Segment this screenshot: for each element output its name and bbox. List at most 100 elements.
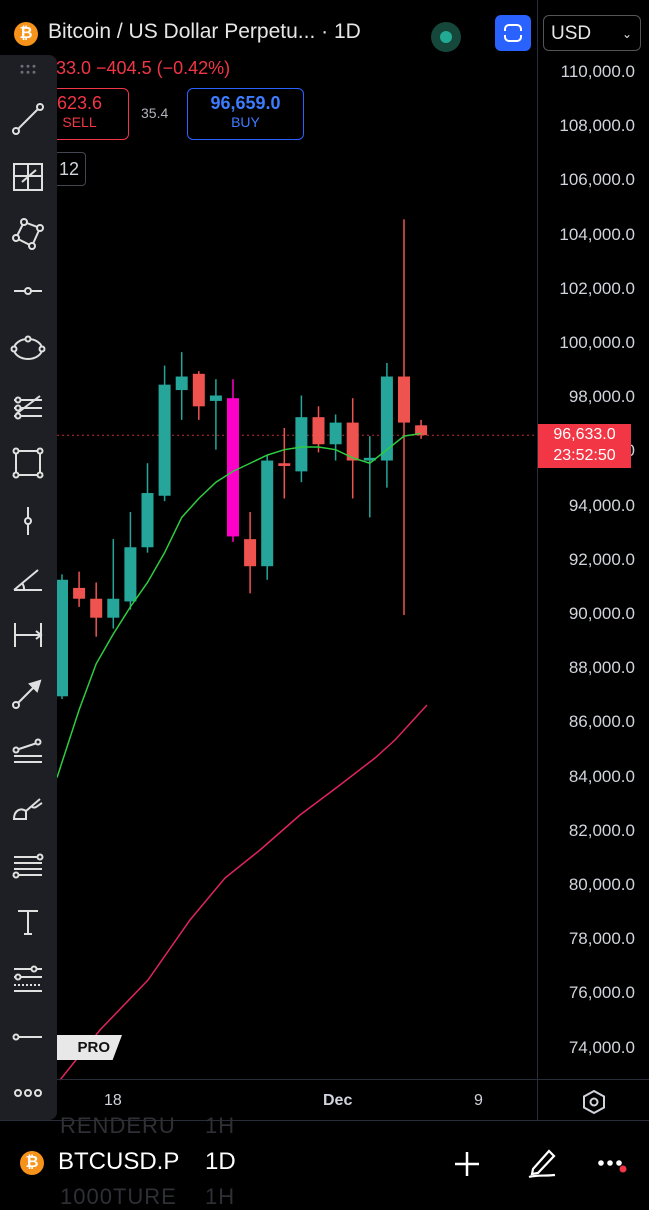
price-axis-label: 98,000.0 [568,387,635,407]
time-axis-divider [0,1079,649,1080]
price-axis-label: 106,000.0 [559,170,635,190]
candle-body [261,460,274,567]
price-axis-label: 88,000.0 [568,658,635,678]
sell-price: 623.6 [56,93,103,113]
candle-body [295,417,308,472]
countdown-tag: 23:52:50 [538,446,631,468]
market-status-icon[interactable] [431,22,461,52]
price-axis-label: 82,000.0 [568,820,635,840]
price-axis-label: 110,000.0 [560,62,635,81]
btc-logo-icon: ₿ [20,1151,44,1175]
background-symbol-2: 1000TURE [60,1184,177,1209]
candle-body [107,598,120,618]
candle-body [141,493,154,548]
btc-logo-icon: ₿ [14,22,38,46]
candle-body [278,463,291,466]
rectangle-icon[interactable] [4,439,52,487]
more-options-button[interactable] [597,1155,631,1180]
brush-icon[interactable] [4,783,52,831]
candle-body [175,376,188,391]
bottom-bar: RENDERU 1H 1000TURE 1H ₿ BTCUSD.P 1D [0,1113,649,1209]
price-axis-label: 80,000.0 [568,875,635,894]
candle-body [415,425,428,436]
pitchfork-icon[interactable] [4,382,52,430]
time-label-9: 9 [474,1092,483,1109]
background-symbol-1: RENDERU [60,1113,176,1138]
buy-price: 96,659.0 [210,93,281,113]
fan-icon[interactable] [4,726,52,774]
candles-layer [56,219,537,700]
moving-averages [56,432,428,1081]
draw-button[interactable] [525,1145,559,1184]
price-axis-label: 108,000.0 [559,116,635,136]
price-axis-label: 94,000.0 [568,495,635,515]
candle-body [398,376,410,423]
date-range-icon[interactable] [4,611,52,659]
interval-selector[interactable]: 1D [205,1148,236,1175]
price-axis-label: 100,000.0 [559,333,635,352]
spread-value: 35.4 [141,105,169,121]
angle-icon[interactable] [4,554,52,602]
chart-settings-button[interactable] [580,1088,608,1121]
parallel-lines-icon[interactable] [4,841,52,889]
candle-body [209,395,222,401]
sell-label: SELL [62,114,97,130]
vertical-line-icon[interactable] [4,497,52,545]
text-icon[interactable] [4,898,52,946]
candle-body [90,598,103,618]
ellipse-icon[interactable] [4,325,52,373]
price-axis-label: 74,000.0 [568,1037,635,1057]
price-axis-divider [537,0,538,1120]
sell-button[interactable]: 623.6 SELL [30,88,129,140]
pro-badge: PRO [44,1035,122,1060]
price-axis-label: 78,000.0 [568,929,635,949]
price-axis-label: 86,000.0 [568,712,635,732]
price-axis-label: 90,000.0 [568,604,635,623]
ema-fast-line [56,432,422,778]
candle-body [329,422,342,445]
candle-body [244,539,257,567]
candle-body [312,417,325,445]
horizontal-ray-icon[interactable] [4,267,52,315]
drag-handle-icon[interactable] [4,55,52,85]
price-axis-label: 84,000.0 [568,766,635,786]
more-dots-icon [598,1160,627,1173]
candle-body [227,398,239,537]
time-label-18: 18 [104,1092,122,1109]
add-button[interactable] [452,1149,482,1184]
candle-body [192,373,205,407]
currency-select[interactable]: USD ⌄ [543,15,641,51]
price-axis-label: 104,000.0 [559,224,635,244]
candle-body [346,422,359,461]
more-icon[interactable] [4,1069,52,1117]
arrow-icon[interactable] [4,669,52,717]
ema-slow-line [59,704,428,1081]
symbol-title[interactable]: Bitcoin / US Dollar Perpetu... · 1D [48,20,361,43]
last-price-tag: 96,633.0 [538,424,631,446]
price-axis-label: 102,000.0 [559,278,635,298]
fib-grid-icon[interactable] [4,152,52,200]
currency-label: USD [551,23,592,44]
expand-icon [503,24,523,42]
price-axis-label: 92,000.0 [568,549,635,569]
candle-body [124,547,137,602]
buy-label: BUY [231,114,260,130]
gann-icon[interactable] [4,955,52,1003]
symbol-selector[interactable]: BTCUSD.P [58,1148,180,1175]
buy-button[interactable]: 96,659.0 BUY [187,88,304,140]
candle-body [73,587,86,599]
plus-icon [455,1152,479,1176]
candle-body [56,579,68,697]
trend-line-icon[interactable] [4,95,52,143]
price-axis-label: 76,000.0 [568,983,635,1003]
pattern-icon[interactable] [4,210,52,258]
background-interval-1: 1H [205,1113,236,1138]
settings-hexagon-icon [583,1089,605,1115]
interval-chip[interactable]: 12 [52,152,86,186]
candle-body [380,376,393,461]
horizontal-line-icon[interactable] [4,1013,52,1061]
fullscreen-button[interactable] [495,15,531,51]
price-change: 33.0 −404.5 (−0.42%) [56,58,231,78]
drawing-toolbar [0,55,57,1120]
